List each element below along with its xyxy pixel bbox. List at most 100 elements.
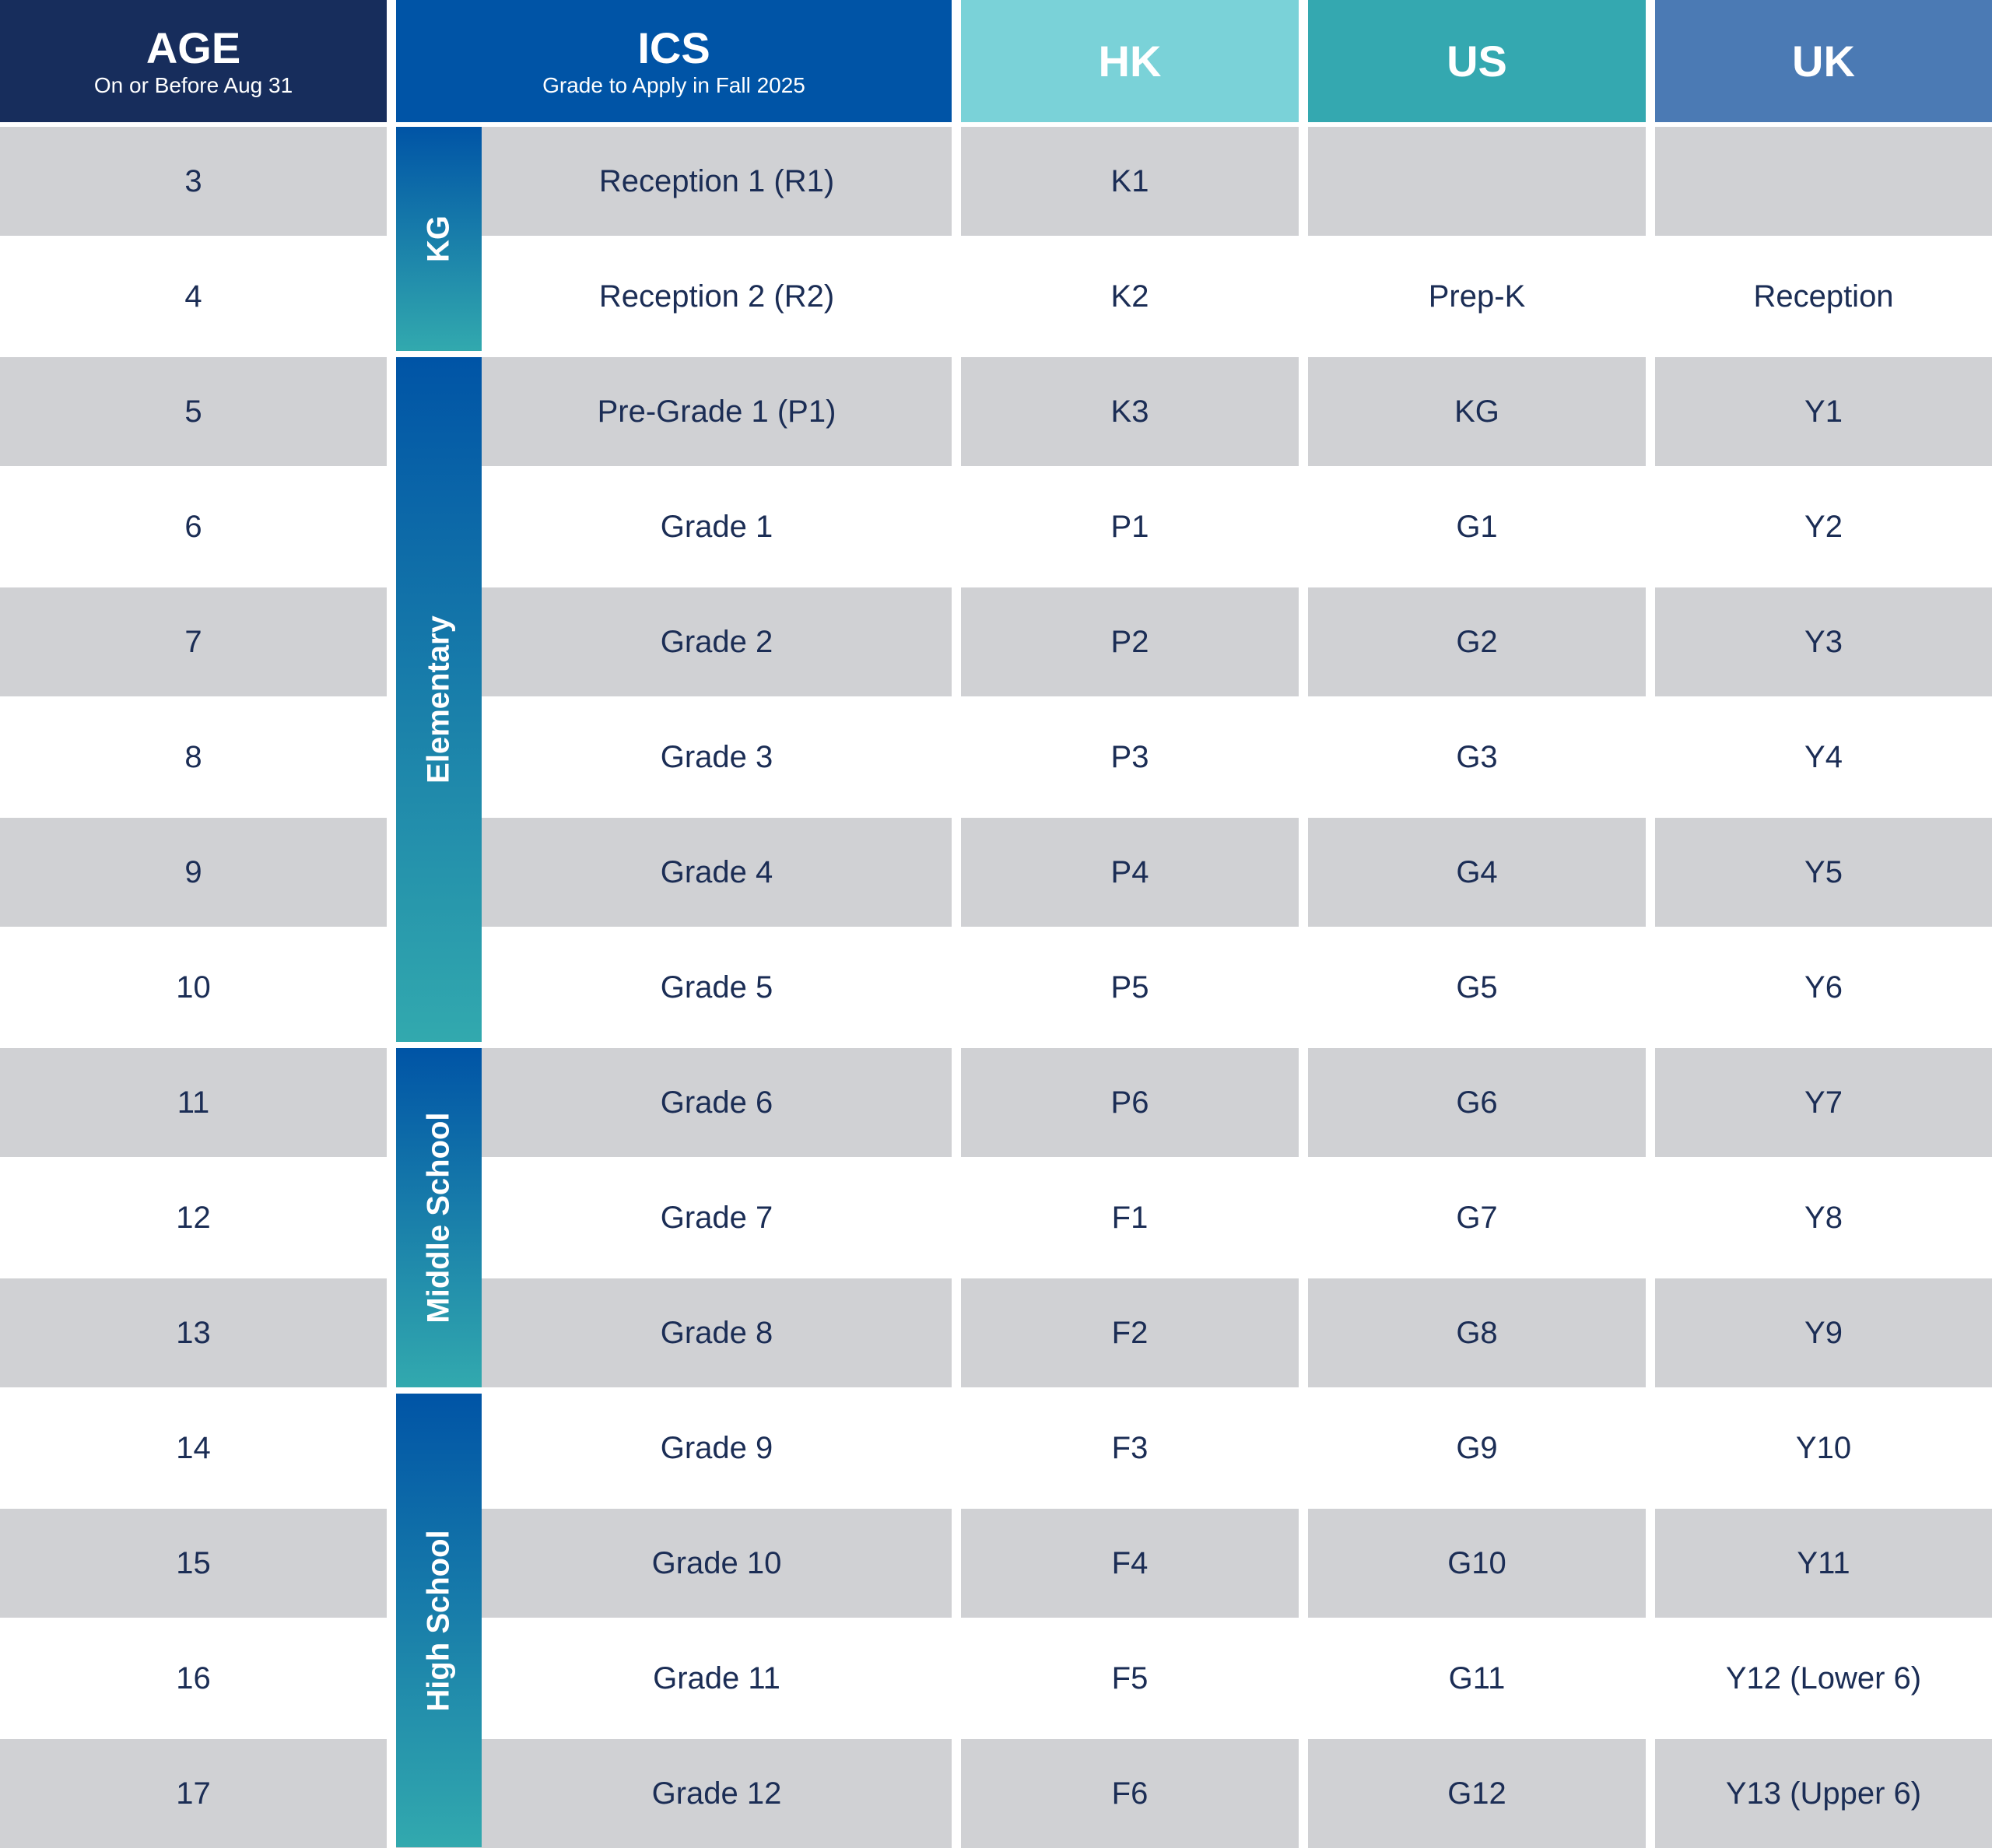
cell-age: 6 [184, 509, 202, 544]
header-hk: HK [961, 0, 1299, 122]
cell-us: G6 [1308, 1048, 1646, 1157]
segment-label: Middle School [421, 1112, 456, 1324]
cell-hk: K2 [1110, 279, 1149, 314]
header-age-title: AGE [146, 23, 241, 72]
cell-age: 15 [0, 1509, 387, 1618]
cell-ics: Grade 4 [660, 854, 773, 889]
cell-uk: Y11 [1655, 1509, 1992, 1618]
cell-hk: F3 [1111, 1430, 1149, 1465]
segment-elementary: Elementary [396, 357, 482, 1042]
cell-us [1308, 127, 1646, 236]
segment-label: High School [421, 1529, 456, 1712]
header-uk-title: UK [1792, 36, 1855, 86]
cell-us: G12 [1308, 1739, 1646, 1848]
cell-age: 16 [176, 1660, 211, 1695]
cell-hk: F1 [1111, 1200, 1149, 1235]
row-background [396, 1048, 952, 1157]
cell-ics: Grade 6 [660, 1085, 773, 1120]
header-hk-title: HK [1098, 36, 1162, 86]
cell-age: 4 [184, 279, 202, 314]
cell-uk: Y10 [1795, 1430, 1852, 1465]
cell-uk: Y12 (Lower 6) [1725, 1660, 1922, 1695]
segment-label: KG [421, 216, 456, 262]
cell-ics: Reception 1 (R1) [598, 163, 835, 198]
cell-uk: Y6 [1804, 970, 1843, 1005]
cell-ics: Grade 9 [660, 1430, 773, 1465]
segment-high-school: High School [396, 1394, 482, 1847]
cell-age: 3 [0, 127, 387, 236]
cell-ics: Grade 12 [651, 1776, 782, 1811]
row-background [396, 818, 952, 927]
header-us: US [1308, 0, 1646, 122]
header-age: AGE On or Before Aug 31 [0, 0, 387, 122]
cell-ics: Grade 11 [653, 1660, 780, 1695]
cell-hk: K3 [961, 357, 1299, 466]
cell-ics: Grade 3 [660, 739, 773, 774]
cell-us: KG [1308, 357, 1646, 466]
cell-uk: Reception [1753, 279, 1894, 314]
cell-ics: Pre-Grade 1 (P1) [597, 394, 836, 429]
segment-middle-school: Middle School [396, 1048, 482, 1387]
header-uk: UK [1655, 0, 1992, 122]
cell-hk: P2 [961, 587, 1299, 696]
cell-hk: P3 [1110, 739, 1149, 774]
cell-uk: Y9 [1655, 1278, 1992, 1387]
header-ics-subtitle: Grade to Apply in Fall 2025 [542, 72, 805, 97]
row-background [396, 1278, 952, 1387]
row-background [396, 587, 952, 696]
row-background [396, 357, 952, 466]
row-background [396, 1739, 952, 1848]
cell-us: G10 [1308, 1509, 1646, 1618]
cell-hk: F2 [961, 1278, 1299, 1387]
cell-uk: Y3 [1655, 587, 1992, 696]
cell-age: 8 [184, 739, 202, 774]
cell-ics: Grade 5 [660, 970, 773, 1005]
cell-us: Prep-K [1428, 279, 1526, 314]
segment-label: Elementary [421, 615, 456, 784]
row-background [396, 127, 952, 236]
cell-uk: Y4 [1804, 739, 1843, 774]
cell-age: 13 [0, 1278, 387, 1387]
header-ics: ICS Grade to Apply in Fall 2025 [396, 0, 952, 122]
cell-uk: Y7 [1655, 1048, 1992, 1157]
cell-ics: Reception 2 (R2) [598, 279, 835, 314]
cell-us: G8 [1308, 1278, 1646, 1387]
cell-us: G9 [1456, 1430, 1498, 1465]
header-age-subtitle: On or Before Aug 31 [93, 72, 293, 97]
cell-uk: Y2 [1804, 509, 1843, 544]
cell-age: 17 [0, 1739, 387, 1848]
cell-hk: P6 [961, 1048, 1299, 1157]
cell-us: G2 [1308, 587, 1646, 696]
row-background [396, 1509, 952, 1618]
cell-ics: Grade 7 [660, 1200, 773, 1235]
cell-age: 5 [0, 357, 387, 466]
cell-hk: K1 [961, 127, 1299, 236]
cell-age: 9 [0, 818, 387, 927]
cell-ics: Grade 8 [660, 1315, 773, 1350]
cell-age: 14 [176, 1430, 211, 1465]
cell-us: G4 [1308, 818, 1646, 927]
cell-uk: Y8 [1804, 1200, 1843, 1235]
cell-us: G11 [1448, 1660, 1506, 1695]
cell-us: G5 [1456, 970, 1498, 1005]
cell-uk [1655, 127, 1992, 236]
cell-age: 7 [0, 587, 387, 696]
cell-hk: F4 [961, 1509, 1299, 1618]
cell-us: G1 [1456, 509, 1498, 544]
cell-us: G3 [1456, 739, 1498, 774]
cell-us: G7 [1456, 1200, 1498, 1235]
header-us-title: US [1447, 36, 1507, 86]
cell-hk: F5 [1111, 1660, 1149, 1695]
cell-uk: Y5 [1655, 818, 1992, 927]
cell-hk: P1 [1110, 509, 1149, 544]
cell-hk: P5 [1110, 970, 1149, 1005]
cell-age: 11 [0, 1048, 387, 1157]
cell-age: 10 [176, 970, 211, 1005]
segment-kg: KG [396, 127, 482, 351]
cell-age: 12 [176, 1200, 211, 1235]
cell-hk: P4 [961, 818, 1299, 927]
cell-ics: Grade 1 [660, 509, 773, 544]
header-ics-title: ICS [637, 23, 710, 72]
cell-hk: F6 [961, 1739, 1299, 1848]
cell-uk: Y1 [1655, 357, 1992, 466]
